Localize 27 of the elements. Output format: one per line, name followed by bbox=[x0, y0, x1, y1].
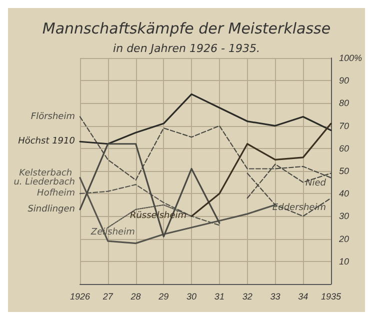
x-tick-label: 29 bbox=[158, 292, 169, 302]
chart-subtitle: in den Jahren 1926 - 1935. bbox=[113, 42, 260, 55]
x-tick-label: 33 bbox=[270, 292, 280, 302]
x-tick-label: 34 bbox=[298, 292, 308, 302]
x-tick-label: 28 bbox=[130, 292, 141, 302]
series-label: Kelsterbach u. Liederbach bbox=[14, 168, 76, 188]
y-tick-label: 90 bbox=[338, 76, 349, 86]
series-label: Sindlingen bbox=[28, 204, 76, 214]
y-tick-label: 70 bbox=[338, 120, 349, 131]
y-tick-label: 60 bbox=[338, 143, 349, 154]
x-tick-label: 31 bbox=[214, 292, 224, 302]
x-tick-label: 1926 bbox=[70, 292, 90, 302]
series-label: Höchst 1910 bbox=[18, 136, 76, 147]
y-tick-label: 40 bbox=[338, 188, 349, 199]
series-label: Hofheim bbox=[37, 188, 76, 199]
y-tick-label: 20 bbox=[338, 234, 349, 244]
y-tick-label: 100% bbox=[338, 53, 362, 63]
y-tick-label: 50 bbox=[338, 166, 349, 176]
y-tick-label: 30 bbox=[338, 211, 349, 222]
x-tick-label: 30 bbox=[186, 292, 197, 302]
x-tick-label: 32 bbox=[242, 292, 252, 302]
y-tick-label: 10 bbox=[338, 256, 349, 266]
x-tick-label: 1935 bbox=[320, 292, 342, 302]
chart-title: Mannschaftskämpfe der Meisterklasse bbox=[42, 20, 331, 38]
series-label: Flörsheim bbox=[30, 112, 76, 122]
y-tick-label: 80 bbox=[338, 98, 349, 108]
x-tick-label: 27 bbox=[102, 292, 114, 302]
